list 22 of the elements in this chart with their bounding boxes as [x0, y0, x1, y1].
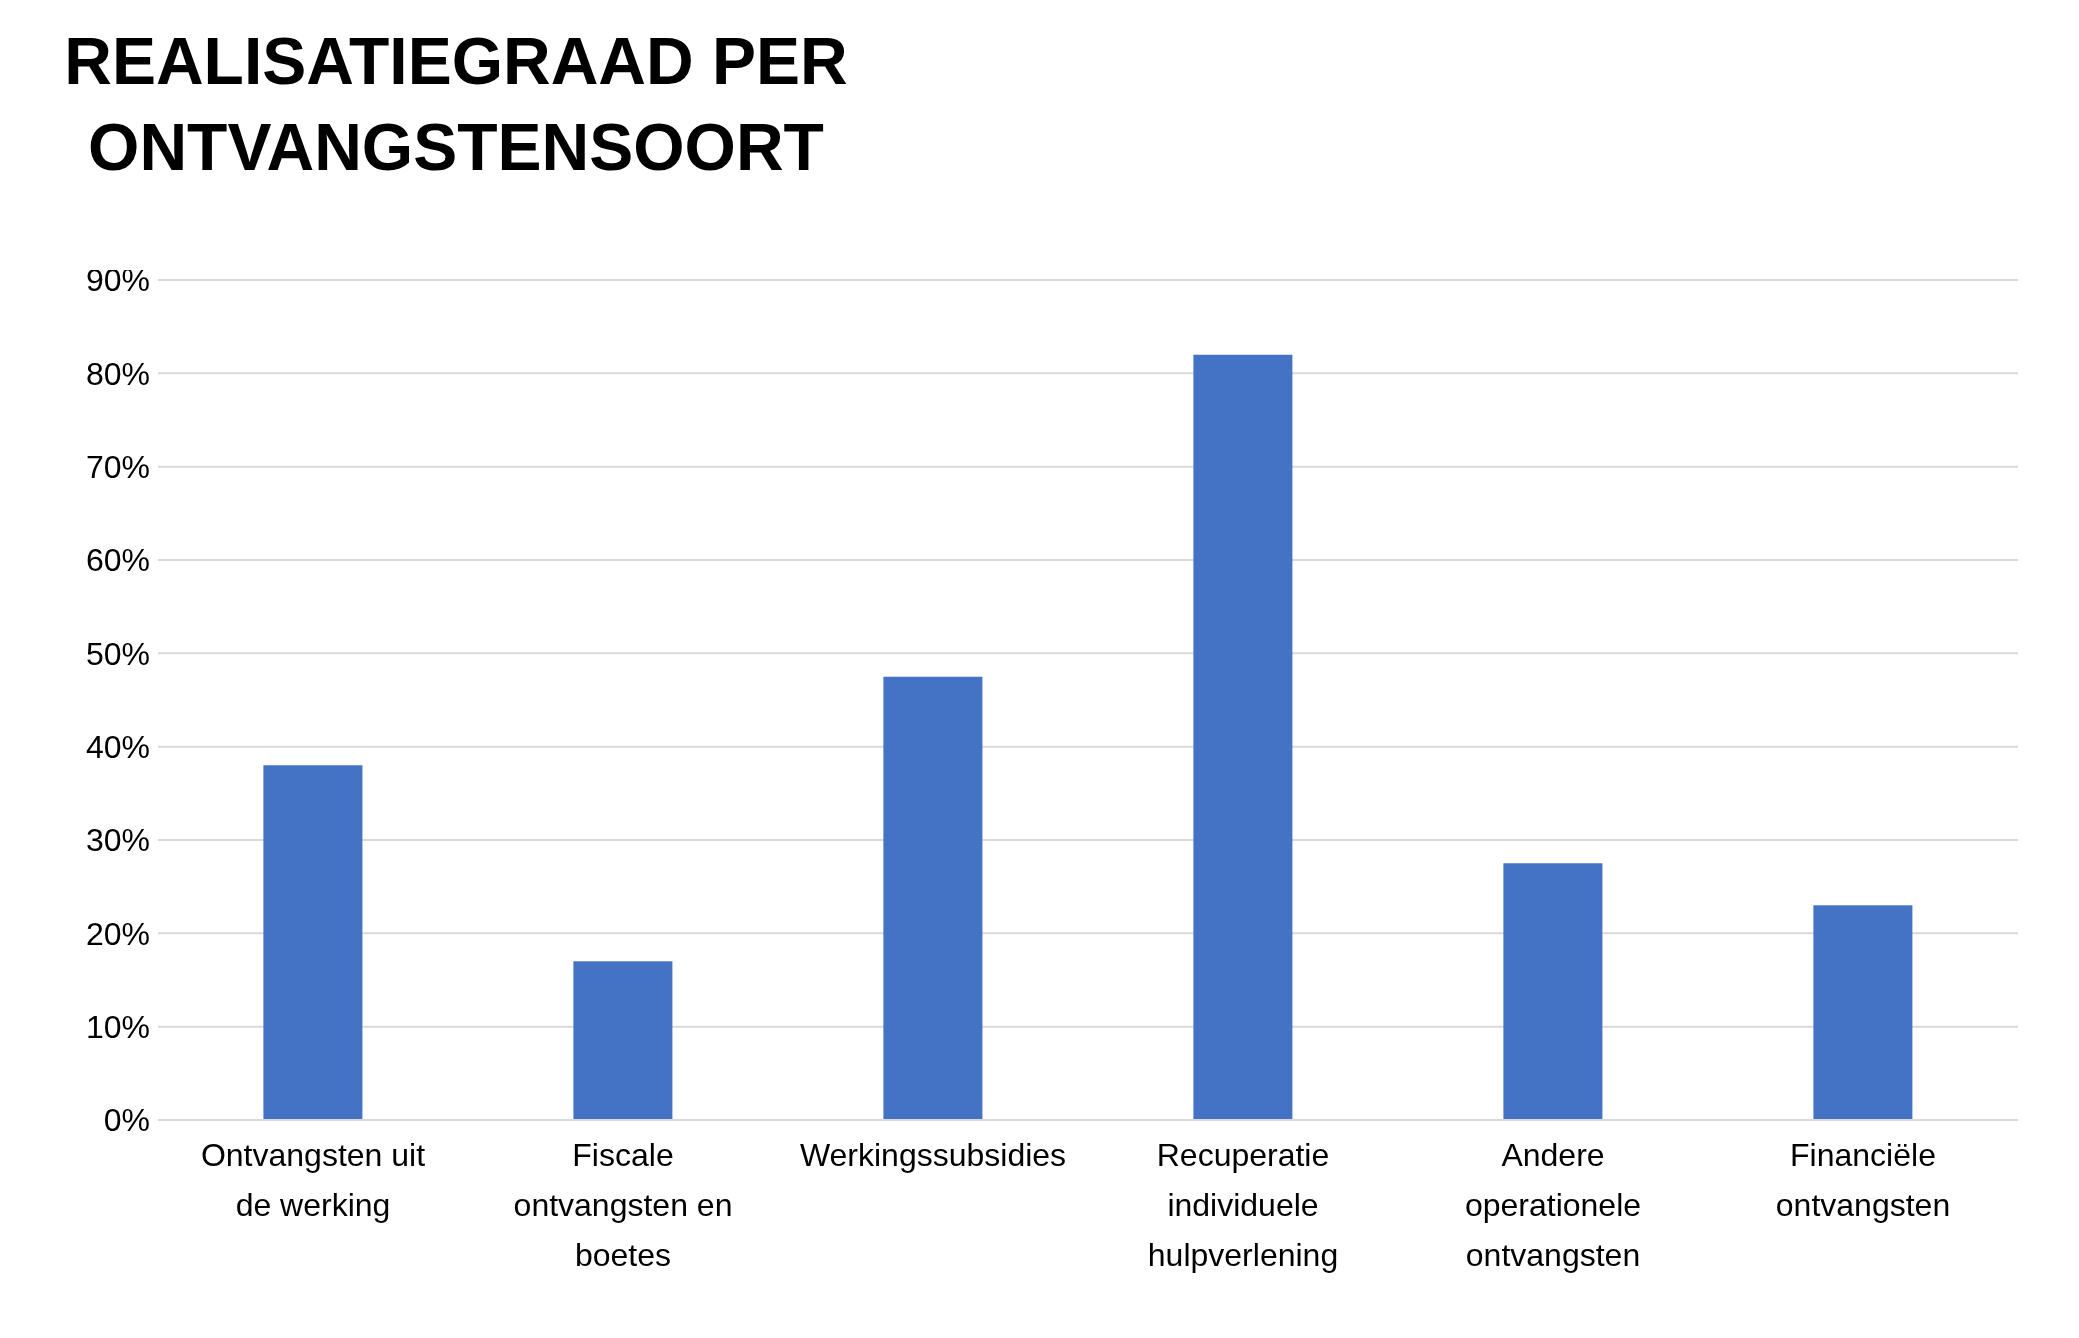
y-tick-label: 10% — [85, 1009, 150, 1046]
bar — [263, 765, 363, 1120]
y-tick-label: 20% — [85, 915, 150, 952]
y-tick-label: 70% — [85, 449, 150, 486]
y-tick-label: 30% — [85, 822, 150, 859]
x-tick-label: Andere operationele ontvangsten — [1464, 1137, 1642, 1273]
y-tick-label: 80% — [85, 355, 150, 392]
bar — [1813, 905, 1913, 1120]
y-tick-label: 60% — [85, 542, 150, 579]
chart-title: REALISATIEGRAAD PER ONTVANGSTENSOORT — [63, 23, 849, 186]
x-tick-label: Recuperatie individuele hulpverlening — [1147, 1137, 1339, 1273]
bar — [1193, 354, 1293, 1120]
x-tick-label: Werkingssubsidies — [799, 1137, 1067, 1173]
x-tick-label: Fiscale ontvangsten en boetes — [513, 1137, 733, 1273]
bar — [573, 961, 673, 1120]
bar — [1503, 863, 1603, 1120]
y-tick-label: 40% — [85, 729, 150, 766]
x-tick-label: Ontvangsten uit de werking — [200, 1137, 426, 1223]
bar — [883, 676, 983, 1120]
x-tick-label: Financiële ontvangsten — [1775, 1137, 1951, 1223]
y-tick-label: 0% — [103, 1102, 150, 1139]
y-tick-label: 50% — [85, 635, 150, 672]
